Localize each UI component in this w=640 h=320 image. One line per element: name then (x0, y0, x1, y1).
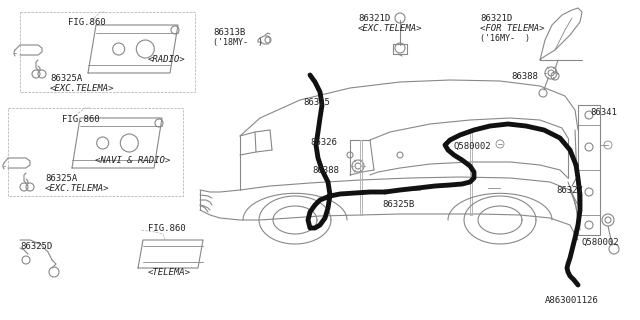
Text: Q580002: Q580002 (453, 142, 491, 151)
Text: <EXC.TELEMA>: <EXC.TELEMA> (50, 84, 115, 93)
Text: <FOR TELEMA>: <FOR TELEMA> (480, 24, 545, 33)
Text: ('16MY-  ): ('16MY- ) (480, 34, 530, 43)
Bar (578, 105, 600, 235)
Text: 86388: 86388 (511, 72, 538, 81)
Text: <EXC.TELEMA>: <EXC.TELEMA> (45, 184, 109, 193)
Text: FIG.860: FIG.860 (68, 18, 106, 27)
Text: ('18MY-  ): ('18MY- ) (213, 38, 263, 47)
Text: 86326: 86326 (310, 138, 337, 147)
Text: FIG.860: FIG.860 (62, 115, 100, 124)
Text: 86321D: 86321D (358, 14, 390, 23)
Text: 86325B: 86325B (382, 200, 414, 209)
Text: 86325A: 86325A (50, 74, 83, 83)
Text: 86327: 86327 (556, 186, 583, 195)
Text: 86325: 86325 (303, 98, 330, 107)
Text: FIG.860: FIG.860 (148, 224, 186, 233)
Text: 86313B: 86313B (213, 28, 245, 37)
Text: 86388: 86388 (312, 166, 339, 175)
Text: A863001126: A863001126 (545, 296, 599, 305)
Text: <EXC.TELEMA>: <EXC.TELEMA> (358, 24, 422, 33)
Text: <NAVI & RADIO>: <NAVI & RADIO> (95, 156, 170, 165)
Text: <RADIO>: <RADIO> (148, 55, 186, 64)
Text: 86321D: 86321D (480, 14, 512, 23)
Text: 86325D: 86325D (20, 242, 52, 251)
Text: <TELEMA>: <TELEMA> (148, 268, 191, 277)
Text: Q580002: Q580002 (582, 238, 620, 247)
Bar (8, 108, 183, 196)
Text: 86341: 86341 (590, 108, 617, 117)
Text: 86325A: 86325A (45, 174, 77, 183)
Bar (20, 12, 195, 92)
